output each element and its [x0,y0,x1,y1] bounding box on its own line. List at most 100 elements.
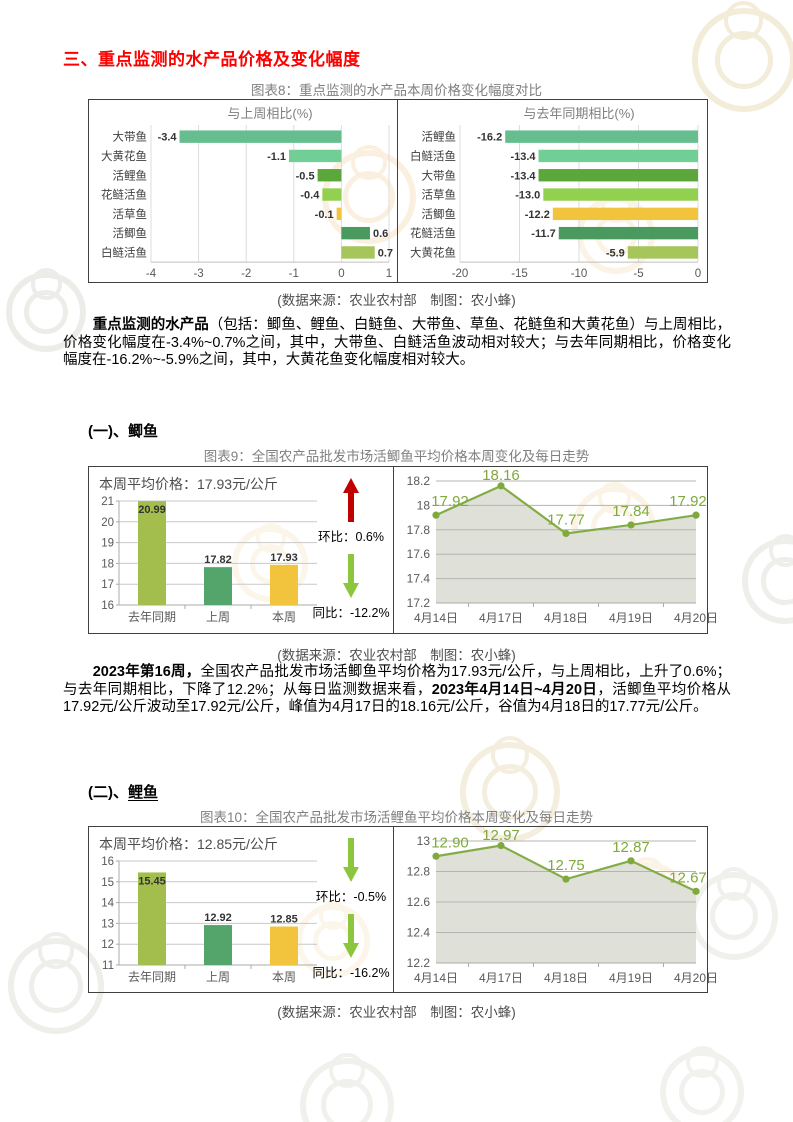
svg-text:18.16: 18.16 [482,467,520,484]
svg-text:-2: -2 [241,268,251,280]
section2-heading: (二)、鲤鱼 [88,781,158,802]
svg-text:17.6: 17.6 [407,547,431,561]
yoy-change-bar-chart: 与去年同期相比(%) -20 -15 -10 -5 0 -16.2 活鲤鱼 -13.4 白鲢活鱼 -… [410,106,701,280]
figure9-tongbi-text: 同比：-12.2% [312,602,389,621]
svg-text:4月19日: 4月19日 [609,611,653,625]
svg-text:0: 0 [695,268,701,280]
svg-text:-15: -15 [511,268,528,280]
figure8-wow-panel: 与上周相比(%) -4 -3 -2 -1 0 1 -3.4 大带鱼 -1.1 大黄花鱼 -0.5 活鲤鱼… [89,100,398,282]
figure10-weekly-panel: 本周平均价格：12.85元/公斤 11 12 13 14 15 16 15.45 去年同期 12… [89,827,394,992]
figure9-panel: 本周平均价格：17.93元/公斤 16 17 18 19 20 21 20.99 去年同期 17… [88,466,718,634]
svg-text:上周: 上周 [206,610,230,624]
figure10-huanbi-text: 环比：-0.5% [316,886,386,905]
svg-text:15: 15 [101,877,114,889]
svg-text:活草鱼: 活草鱼 [113,207,148,221]
tongbi-label: 同比： [312,606,350,620]
beedata-watermark [660,1045,744,1122]
figure9-indicators: 环比：0.6% 同比：-12.2% [303,477,399,629]
svg-text:去年同期: 去年同期 [128,970,176,984]
svg-text:4月20日: 4月20日 [674,611,718,625]
svg-text:与去年同期相比(%): 与去年同期相比(%) [523,106,634,121]
section2-heading-name: 鲤鱼 [128,784,159,801]
huanbi-value: 0.6% [355,530,385,544]
crucian-daily-line-chart: 17.217.417.617.81818.217.924月14日18.164月1… [407,467,718,625]
figure10-caption: 图表10：全国农产品批发市场活鲤鱼平均价格本周变化及每日走势 [199,810,593,825]
svg-text:12.8: 12.8 [407,865,431,879]
svg-text:-5: -5 [633,268,643,280]
down-arrow-icon [343,914,359,958]
figure9-daily-panel: 17.2 17.4 17.6 17.8 18 18.2 17.92 4月14日 18.16 4月1… [394,467,718,633]
svg-text:-1: -1 [289,268,299,280]
figure9-avg-price-label: 本周平均价格：17.93元/公斤 [99,476,278,492]
svg-text:上周: 上周 [206,970,230,984]
svg-text:-3: -3 [193,268,203,280]
svg-text:-16.2: -16.2 [477,132,502,144]
svg-text:-20: -20 [452,268,469,280]
figure9-huanbi-text: 环比：0.6% [318,526,384,545]
svg-text:12.90: 12.90 [431,834,469,851]
svg-text:-4: -4 [146,268,157,280]
svg-text:20.99: 20.99 [138,504,166,516]
tongbi-value: -16.2% [349,966,390,980]
svg-text:19: 19 [101,538,114,550]
svg-text:-13.0: -13.0 [515,190,540,202]
svg-text:4月17日: 4月17日 [479,971,523,985]
svg-text:17.2: 17.2 [407,596,431,610]
svg-text:12: 12 [101,939,114,951]
svg-text:17.4: 17.4 [407,572,431,586]
crucian-paragraph: 2023年第16周，全国农产品批发市场活鲫鱼平均价格为17.93元/公斤，与上周… [63,664,731,715]
svg-text:活鲫鱼: 活鲫鱼 [422,207,457,221]
svg-text:1: 1 [386,268,392,280]
svg-text:-13.4: -13.4 [510,170,536,182]
svg-text:活草鱼: 活草鱼 [422,188,457,202]
svg-text:21: 21 [101,496,114,508]
down-arrow-icon [343,838,359,882]
svg-text:14: 14 [101,898,114,910]
svg-text:去年同期: 去年同期 [128,610,176,624]
svg-text:17.92: 17.92 [431,493,469,510]
svg-text:12.87: 12.87 [612,839,650,856]
svg-text:16: 16 [101,856,114,868]
figure10-avg-price-label: 本周平均价格：12.85元/公斤 [99,836,278,852]
svg-text:-5.9: -5.9 [606,247,625,259]
figure8-yoy-panel: 与去年同期相比(%) -20 -15 -10 -5 0 -16.2 活鲤鱼 -13.4 白鲢活鱼 -… [398,100,707,282]
section2-heading-prefix: (二)、 [88,784,128,801]
svg-text:17.92: 17.92 [669,493,707,510]
figure10-indicators: 环比：-0.5% 同比：-16.2% [303,837,399,989]
svg-text:0.7: 0.7 [378,247,393,259]
svg-text:4月14日: 4月14日 [414,611,458,625]
svg-text:0: 0 [338,268,344,280]
huanbi-label: 环比： [317,530,356,544]
figure8-panel: 与上周相比(%) -4 -3 -2 -1 0 1 -3.4 大带鱼 -1.1 大黄花鱼 -0.5 活鲤鱼… [88,99,708,283]
figure9-weekly-panel: 本周平均价格：17.93元/公斤 16 17 18 19 20 21 20.99 去年同期 17… [89,467,394,633]
svg-text:-11.7: -11.7 [531,228,555,240]
svg-text:20: 20 [101,517,114,529]
svg-text:大黄花鱼: 大黄花鱼 [101,149,147,163]
svg-text:17: 17 [101,579,114,591]
svg-text:15.45: 15.45 [138,875,166,887]
page-title: 三、重点监测的水产品价格及变化幅度 [63,50,361,69]
svg-text:-12.2: -12.2 [525,209,550,221]
tongbi-label: 同比： [312,966,350,980]
wow-change-bar-chart: 与上周相比(%) -4 -3 -2 -1 0 1 -3.4 大带鱼 -1.1 大黄花鱼 -0.5 活鲤鱼… [101,106,393,280]
svg-text:-0.5: -0.5 [296,170,315,182]
up-arrow-icon [343,478,359,522]
svg-text:18: 18 [101,558,114,570]
svg-text:0.6: 0.6 [373,228,388,240]
svg-text:17.77: 17.77 [547,511,585,528]
svg-text:-13.4: -13.4 [510,151,536,163]
figure9-source-note: (数据来源：农业农村部 制图：农小蜂) [277,648,516,663]
svg-text:花鲢活鱼: 花鲢活鱼 [410,226,456,240]
figure10-tongbi-text: 同比：-16.2% [312,962,389,981]
svg-text:18: 18 [417,498,431,512]
svg-text:活鲤鱼: 活鲤鱼 [422,130,457,144]
svg-text:13: 13 [101,918,114,930]
svg-text:4月18日: 4月18日 [544,971,588,985]
svg-text:12.75: 12.75 [547,857,585,874]
crucian-weekly-bar-chart: 16 17 18 19 20 21 20.99 去年同期 17.82 上周 17.93 本周 [101,496,317,624]
svg-text:4月18日: 4月18日 [544,611,588,625]
svg-text:17.8: 17.8 [407,523,431,537]
svg-text:16: 16 [101,600,114,612]
tongbi-value: -12.2% [349,606,390,620]
